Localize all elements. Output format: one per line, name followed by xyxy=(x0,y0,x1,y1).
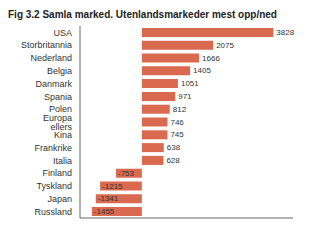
svg-text:Russland: Russland xyxy=(34,207,72,217)
svg-text:Belgia: Belgia xyxy=(47,66,72,76)
svg-text:971: 971 xyxy=(178,92,192,101)
svg-text:1051: 1051 xyxy=(181,79,199,88)
svg-text:Kina: Kina xyxy=(54,130,72,140)
svg-text:1405: 1405 xyxy=(193,66,211,75)
svg-text:Europaellers: Europaellers xyxy=(43,113,73,132)
svg-text:812: 812 xyxy=(173,105,187,114)
html-text:Fig 3.2 Samla marked. Utenland: Fig 3.2 Samla marked. Utenlandsmarkeder … xyxy=(8,9,277,20)
svg-text:2075: 2075 xyxy=(216,41,234,50)
svg-text:628: 628 xyxy=(166,156,180,165)
svg-text:Polen: Polen xyxy=(49,104,72,115)
svg-text:Frankrike: Frankrike xyxy=(34,143,72,153)
svg-text:746: 746 xyxy=(170,118,184,127)
svg-text:3828: 3828 xyxy=(276,28,294,37)
svg-text:Finland: Finland xyxy=(42,168,72,178)
svg-text:-1215: -1215 xyxy=(102,182,123,191)
svg-text:1666: 1666 xyxy=(202,54,220,63)
svg-text:Storbritannia: Storbritannia xyxy=(21,40,72,50)
svg-text:638: 638 xyxy=(167,143,181,152)
svg-text:745: 745 xyxy=(170,130,184,139)
svg-text:Danmark: Danmark xyxy=(35,79,72,89)
svg-text:Nederland: Nederland xyxy=(30,53,72,63)
svg-text:-1341: -1341 xyxy=(98,194,119,203)
svg-text:Italia: Italia xyxy=(53,156,72,166)
svg-text:Japan: Japan xyxy=(47,194,72,204)
svg-text:USA: USA xyxy=(53,28,72,38)
svg-text:Spania: Spania xyxy=(44,92,72,102)
svg-text:-753: -753 xyxy=(118,169,135,178)
svg-text:-1455: -1455 xyxy=(94,207,115,216)
svg-text:Tyskland: Tyskland xyxy=(36,181,72,191)
